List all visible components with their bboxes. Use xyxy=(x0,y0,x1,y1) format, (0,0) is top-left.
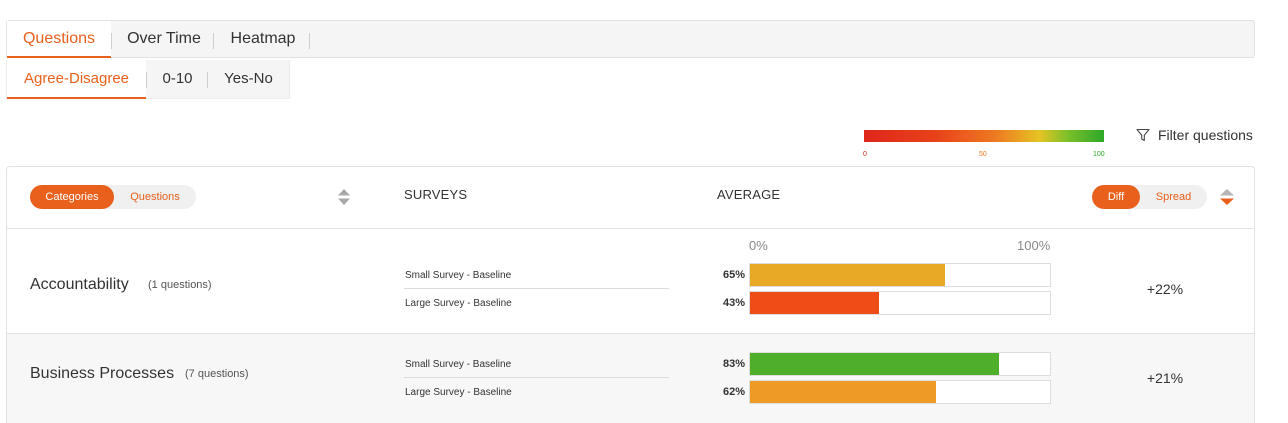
category-name: Business Processes xyxy=(30,365,175,382)
survey-name: Small Survey - Baseline xyxy=(405,359,512,370)
question-count: (7 questions) xyxy=(185,368,249,380)
survey-average-percent: 43% xyxy=(722,297,745,309)
axis-max-label: 100% xyxy=(1017,238,1051,253)
survey-average-percent: 65% xyxy=(722,269,745,281)
toggle-diff[interactable]: Diff xyxy=(1092,185,1140,209)
survey-average-percent: 62% xyxy=(722,386,745,398)
average-bar-fill xyxy=(750,292,879,314)
average-bar xyxy=(749,380,1051,404)
surveys-column-header: SURVEYS xyxy=(404,187,468,202)
legend-min-label: 0 xyxy=(863,151,867,158)
average-bar xyxy=(749,291,1051,315)
view-tabs: Questions Over Time Heatmap xyxy=(6,20,1255,58)
group-by-toggle: Categories Questions xyxy=(30,185,196,209)
axis-min-label: 0% xyxy=(749,238,768,253)
diff-value: +21% xyxy=(1146,370,1184,386)
legend-mid-label: 50 xyxy=(979,151,987,158)
tab-heatmap[interactable]: Heatmap xyxy=(230,30,296,47)
average-column-header: AVERAGE xyxy=(717,187,781,202)
survey-divider xyxy=(404,377,669,378)
sort-icon[interactable] xyxy=(337,188,351,206)
survey-average-percent: 83% xyxy=(722,358,745,370)
average-bar xyxy=(749,263,1051,287)
survey-name: Large Survey - Baseline xyxy=(405,298,512,309)
legend-max-label: 100 xyxy=(1093,151,1105,158)
tab-separator xyxy=(146,72,147,88)
toggle-questions[interactable]: Questions xyxy=(130,191,180,203)
average-bar-fill xyxy=(750,353,999,375)
question-type-tabs: Agree-Disagree 0-10 Yes-No xyxy=(6,60,290,99)
subtab-0-10[interactable]: 0-10 xyxy=(162,70,193,87)
sort-descending-icon[interactable] xyxy=(1219,188,1235,206)
tab-separator xyxy=(111,33,112,49)
row-divider xyxy=(7,333,1254,334)
table-row-background xyxy=(7,334,1254,423)
survey-divider xyxy=(404,288,669,289)
tab-questions[interactable]: Questions xyxy=(7,21,111,58)
filter-label: Filter questions xyxy=(1158,127,1253,143)
subtab-yes-no[interactable]: Yes-No xyxy=(224,70,273,87)
question-count: (1 questions) xyxy=(148,279,212,291)
toggle-categories[interactable]: Categories xyxy=(30,185,114,209)
diff-spread-toggle: Diff Spread xyxy=(1092,185,1207,209)
filter-icon xyxy=(1136,128,1150,142)
tab-separator xyxy=(207,72,208,88)
diff-value: +22% xyxy=(1146,281,1184,297)
category-name: Accountability xyxy=(30,276,129,293)
header-divider xyxy=(7,228,1254,229)
average-bar-fill xyxy=(750,264,945,286)
tab-separator xyxy=(309,33,310,49)
average-bar-fill xyxy=(750,381,936,403)
subtab-agree-disagree[interactable]: Agree-Disagree xyxy=(7,60,146,99)
average-bar xyxy=(749,352,1051,376)
score-color-legend xyxy=(864,130,1104,142)
survey-name: Small Survey - Baseline xyxy=(405,270,512,281)
toggle-spread[interactable]: Spread xyxy=(1155,191,1192,203)
tab-over-time[interactable]: Over Time xyxy=(127,30,201,47)
tab-separator xyxy=(213,33,214,49)
survey-name: Large Survey - Baseline xyxy=(405,387,512,398)
